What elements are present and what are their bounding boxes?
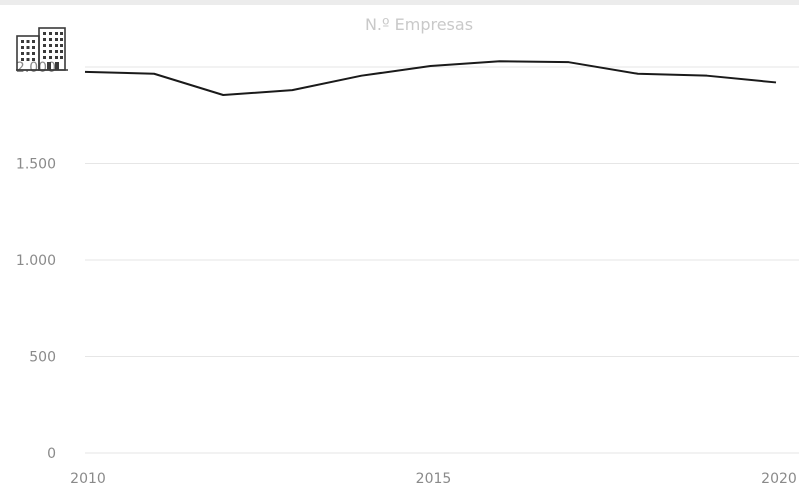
data-point[interactable] (359, 73, 364, 78)
y-tick-label: 0 (47, 446, 56, 462)
line-chart: 0 500 1.000 1.500 2.000 2010 2015 2020 (16, 59, 799, 487)
data-point[interactable] (635, 71, 640, 76)
data-point[interactable] (428, 64, 433, 69)
data-point[interactable] (497, 59, 502, 64)
data-point[interactable] (566, 60, 571, 65)
chart-card: N.º Empresas 0 500 1.000 1.500 2.000 2010 2015… (0, 5, 799, 497)
data-point[interactable] (152, 71, 157, 76)
series-line (84, 60, 777, 96)
data-point[interactable] (83, 69, 88, 74)
chart-title: N.º Empresas (364, 15, 474, 34)
data-point[interactable] (290, 88, 295, 93)
data-point[interactable] (774, 80, 779, 85)
y-tick-label: 1.000 (16, 253, 56, 269)
building-icon (16, 27, 68, 71)
y-tick-label: 1.500 (16, 157, 56, 173)
x-tick-label: 2010 (70, 471, 106, 487)
x-tick-label: 2015 (416, 471, 452, 487)
x-tick-label: 2020 (761, 471, 797, 487)
y-tick-label: 500 (29, 350, 56, 366)
data-point[interactable] (704, 73, 709, 78)
data-point[interactable] (221, 92, 226, 97)
y-tick-label: 2.000 (16, 60, 56, 76)
